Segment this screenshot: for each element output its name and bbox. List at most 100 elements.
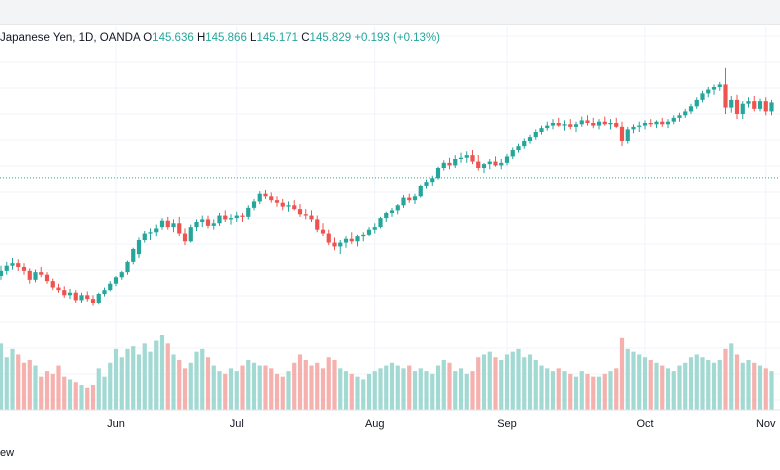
volume-bar <box>539 365 544 410</box>
candle-body <box>447 162 452 166</box>
candle-body <box>200 219 205 222</box>
candle-body <box>412 196 418 201</box>
candle-body <box>286 205 291 207</box>
volume-bar <box>740 362 745 410</box>
candle-body <box>637 125 642 127</box>
candle-body <box>688 106 694 112</box>
volume-bar <box>723 348 728 410</box>
volume-bar <box>39 376 44 410</box>
volume-bar <box>596 376 602 410</box>
volume-bar <box>711 362 717 410</box>
candle-body <box>234 215 239 219</box>
volume-bar <box>246 360 251 410</box>
candle-body <box>757 101 763 109</box>
candle-body <box>251 201 257 208</box>
volume-bar <box>384 365 389 410</box>
volume-bar <box>33 365 38 410</box>
volume-bar <box>343 371 349 410</box>
volume-bar <box>96 368 101 410</box>
volume-bar <box>504 354 510 410</box>
candle-body <box>407 197 412 201</box>
candle-body <box>487 161 492 165</box>
candle-body <box>205 219 211 226</box>
volume-bar <box>56 365 61 410</box>
candle-body <box>476 161 481 168</box>
candle-body <box>470 155 475 162</box>
candle-body <box>131 249 136 262</box>
volume-bar <box>194 351 199 410</box>
candle-body <box>0 270 4 276</box>
candle-body <box>734 99 740 114</box>
volume-bar <box>286 371 291 410</box>
candle-body <box>562 124 567 126</box>
volume-bar <box>177 360 182 410</box>
candle-body <box>297 209 303 215</box>
volume-bar <box>487 351 492 410</box>
candle-body <box>418 186 423 197</box>
volume-bar <box>102 376 107 410</box>
candle-body <box>378 218 383 228</box>
volume-bar <box>637 354 642 410</box>
volume-bar <box>493 357 498 410</box>
volume-bar <box>372 371 377 410</box>
candle-body <box>711 87 717 90</box>
volume-layer <box>0 335 774 410</box>
volume-bar <box>763 368 768 410</box>
candle-body <box>56 287 61 291</box>
volume-bar <box>338 368 343 410</box>
candle-body <box>740 103 745 114</box>
volume-bar <box>320 368 326 410</box>
candle-body <box>44 274 50 282</box>
volume-bar <box>757 365 763 410</box>
volume-bar <box>165 343 170 410</box>
candle-body <box>349 238 354 242</box>
volume-bar <box>418 368 423 410</box>
volume-bar <box>453 371 458 410</box>
candle-body <box>700 93 705 100</box>
candle-body <box>309 215 314 220</box>
candle-body <box>188 227 193 242</box>
volume-bar <box>217 371 222 410</box>
volume-bar <box>522 357 527 410</box>
volume-bar <box>510 351 515 410</box>
close-value: 145.829 <box>309 32 352 44</box>
candle-body <box>510 150 515 157</box>
volume-bar <box>470 371 475 410</box>
volume-bar <box>746 360 751 410</box>
high-value: 145.866 <box>205 32 247 44</box>
candle-body <box>648 123 653 125</box>
volume-bar <box>223 373 228 410</box>
candle-body <box>556 123 561 126</box>
candle-body <box>338 242 343 247</box>
volume-bar <box>27 360 32 410</box>
volume-bar <box>90 385 96 410</box>
candle-body <box>102 290 107 294</box>
volume-bar <box>533 360 538 410</box>
candle-body <box>90 299 96 303</box>
volume-bar <box>234 371 239 410</box>
volume-bar <box>4 357 9 410</box>
volume-bar <box>573 376 579 410</box>
volume-bar <box>280 376 285 410</box>
candle-body <box>453 159 458 166</box>
candle-body <box>665 121 671 125</box>
high-label: H <box>196 32 206 44</box>
volume-bar <box>401 368 406 410</box>
volume-bar <box>50 373 55 410</box>
volume-bar <box>677 365 682 410</box>
volume-bar <box>579 371 584 410</box>
candle-body <box>280 202 285 207</box>
candle-body <box>619 126 625 141</box>
volume-bar <box>171 354 176 410</box>
volume-bar <box>752 362 757 410</box>
candle-body <box>136 240 142 255</box>
candle-body <box>292 205 297 210</box>
volume-bar <box>412 371 418 410</box>
candle-body <box>165 220 170 228</box>
volume-bar <box>205 357 211 410</box>
candle-body <box>499 162 504 166</box>
low-label: L <box>250 32 257 44</box>
candle-body <box>194 222 199 228</box>
volume-bar <box>44 371 50 410</box>
